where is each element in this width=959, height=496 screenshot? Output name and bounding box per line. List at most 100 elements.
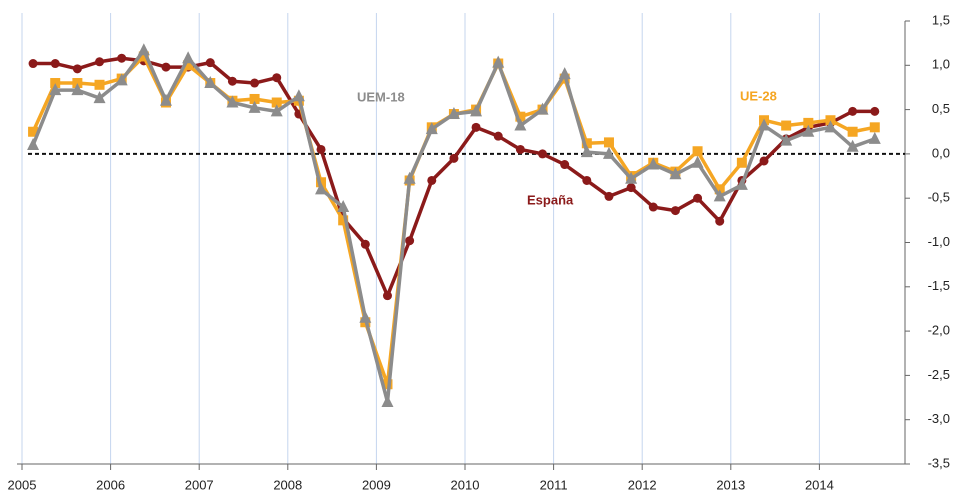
point (337, 200, 350, 213)
series-line (31, 54, 876, 387)
x-tick-label: 2006 (96, 477, 125, 492)
point (625, 171, 638, 184)
point (449, 153, 459, 163)
point (95, 57, 105, 67)
x-tick-label: 2011 (540, 477, 568, 492)
x-tick-label: 2013 (716, 477, 745, 492)
point (137, 43, 150, 56)
point (471, 122, 481, 132)
point (204, 76, 217, 89)
point (558, 67, 571, 80)
point (825, 115, 836, 126)
point (425, 122, 438, 135)
x-tick-label: 2005 (8, 477, 37, 492)
point (647, 157, 660, 170)
point (603, 137, 614, 148)
point (447, 107, 460, 120)
point (492, 55, 505, 68)
point (93, 91, 106, 104)
point (515, 111, 526, 122)
point (28, 126, 39, 137)
point (713, 189, 726, 202)
point (292, 89, 305, 102)
y-tick-label: -0,5 (928, 190, 950, 205)
point (670, 206, 680, 216)
point (560, 160, 570, 170)
point (403, 171, 416, 184)
point (691, 155, 704, 168)
point (182, 51, 195, 64)
y-tick-label: -1,0 (928, 234, 950, 249)
point (581, 138, 592, 149)
point (758, 118, 771, 131)
point (205, 58, 215, 68)
point (115, 73, 128, 86)
point (780, 133, 793, 146)
point (736, 157, 747, 168)
point (272, 73, 282, 83)
y-tick-label: 1,5 (932, 12, 950, 27)
point (803, 117, 814, 128)
y-tick-label: 0,0 (932, 145, 950, 160)
point (427, 175, 437, 185)
point (316, 144, 326, 154)
point (669, 167, 682, 180)
x-tick-label: 2010 (451, 477, 480, 492)
point (848, 106, 858, 116)
point (580, 145, 593, 158)
x-tick-label: 2014 (805, 477, 834, 492)
point (735, 177, 748, 190)
x-tick-label: 2008 (273, 477, 302, 492)
point (536, 102, 549, 115)
point (847, 126, 858, 137)
point (71, 83, 84, 96)
point (161, 62, 171, 72)
point (159, 93, 172, 106)
point (648, 202, 658, 212)
point (382, 291, 392, 301)
y-tick-label: -2,0 (928, 323, 950, 338)
point (824, 120, 837, 133)
y-tick-label: 0,5 (932, 101, 950, 116)
point (359, 310, 372, 323)
point (870, 106, 880, 116)
point (50, 78, 61, 89)
point (715, 216, 725, 226)
y-tick-label: -2,5 (928, 367, 950, 382)
point (693, 193, 703, 203)
x-tick-label: 2009 (362, 477, 391, 492)
point (72, 64, 82, 74)
point (72, 78, 83, 89)
x-tick-label: 2007 (185, 477, 214, 492)
y-tick-label: 1,0 (932, 57, 950, 72)
point (381, 394, 394, 407)
point (28, 59, 38, 69)
point (138, 51, 149, 62)
point (514, 118, 527, 131)
point (94, 79, 105, 90)
point (868, 131, 881, 144)
point (315, 182, 328, 195)
point (846, 139, 859, 152)
point (270, 104, 283, 117)
point (227, 76, 237, 86)
point (271, 97, 282, 108)
point (781, 120, 792, 131)
point (604, 191, 614, 201)
point (27, 138, 40, 151)
series-label: España (527, 192, 574, 207)
point (360, 239, 370, 249)
point (249, 93, 260, 104)
point (692, 146, 703, 157)
series-label: UE-28 (740, 88, 777, 103)
point (226, 95, 239, 108)
x-tick-label: 2012 (628, 477, 657, 492)
point (515, 144, 525, 154)
y-tick-label: -1,5 (928, 278, 950, 293)
point (338, 215, 349, 226)
point (117, 53, 127, 63)
point (714, 184, 725, 195)
point (759, 156, 769, 166)
series-label: UEM-18 (357, 89, 405, 104)
